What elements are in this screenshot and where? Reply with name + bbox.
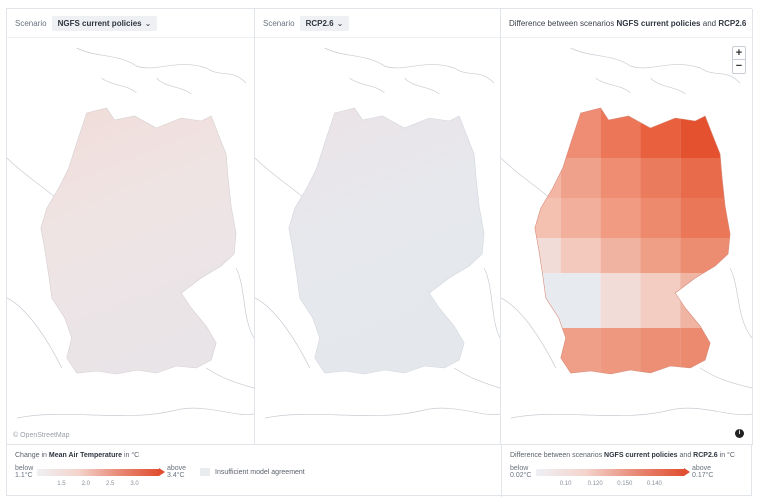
- difference-title-prefix: Difference between scenarios: [509, 18, 615, 28]
- legend-title: Change in Mean Air Temperature in °C: [15, 452, 493, 459]
- legend-below-label: below: [15, 465, 34, 472]
- map-panel-scenario-a: Scenario NGFS current policies ⌄: [7, 9, 255, 444]
- panel-header: Difference between scenarios NGFS curren…: [501, 9, 752, 38]
- insufficient-agreement-label: Insufficient model agreement: [215, 468, 305, 476]
- legend-tick: 1.5: [57, 481, 66, 487]
- ramp-above-arrow: [684, 468, 690, 476]
- legend-unit: in °C: [123, 452, 140, 459]
- legend-ramp-row: below 1.1°C above 3.4°C 1.5 2.0 2.5 3.0 …: [15, 465, 493, 495]
- legend-change: Change in Mean Air Temperature in °C bel…: [7, 444, 501, 497]
- germany-region: [40, 107, 237, 375]
- germany-region: [534, 107, 731, 375]
- legend-tick: 2.0: [81, 481, 90, 487]
- legend-title: Difference between scenarios NGFS curren…: [510, 452, 745, 459]
- scenario-label: Scenario: [263, 18, 295, 28]
- scenario-select-value: NGFS current policies: [57, 18, 142, 28]
- legend-difference: Difference between scenarios NGFS curren…: [501, 444, 753, 497]
- scenario-select[interactable]: RCP2.6 ⌄: [299, 15, 350, 31]
- scenario-select-value: RCP2.6: [305, 18, 334, 28]
- legend-above-value: 3.4°C: [167, 472, 185, 479]
- germany-region: [288, 107, 485, 375]
- scenario-select[interactable]: NGFS current policies ⌄: [51, 15, 158, 31]
- insufficient-agreement-swatch: [200, 468, 210, 476]
- panel-header: Scenario RCP2.6 ⌄: [255, 9, 500, 38]
- germany-map: [7, 47, 254, 419]
- difference-scenario-b: RCP2.6: [718, 18, 747, 28]
- difference-joiner: and: [702, 18, 717, 28]
- color-ramp: [37, 469, 159, 476]
- app-frame: Scenario NGFS current policies ⌄: [6, 8, 753, 497]
- difference-title: Difference between scenarios NGFS curren…: [509, 19, 746, 28]
- zoom-control: + −: [732, 46, 746, 74]
- map-view[interactable]: [7, 38, 254, 444]
- zoom-in-button[interactable]: +: [733, 47, 745, 60]
- legend-below-value: 1.1°C: [15, 472, 33, 479]
- legend-above: above 0.17°C: [692, 465, 713, 479]
- germany-map: [501, 47, 752, 419]
- scenario-label: Scenario: [15, 18, 47, 28]
- map-panel-difference: Difference between scenarios NGFS curren…: [501, 9, 753, 444]
- legend-tick: 0.120: [587, 481, 603, 487]
- legend-joiner: and: [679, 452, 692, 459]
- difference-grid: [534, 108, 731, 374]
- info-icon[interactable]: i: [735, 429, 744, 438]
- legend-tick: 0.10: [559, 481, 572, 487]
- legend-title-prefix: Difference between scenarios: [510, 452, 603, 459]
- map-attribution[interactable]: © OpenStreetMap: [13, 432, 70, 439]
- legend-above-label: above: [692, 465, 712, 472]
- chevron-down-icon: ⌄: [144, 18, 152, 28]
- insufficient-agreement-key: Insufficient model agreement: [200, 468, 305, 476]
- legend-ramp-row: below 0.02°C above 0.17°C 0.10 0.120 0.1…: [510, 465, 745, 495]
- legend-tick: 3.0: [130, 481, 139, 487]
- legend-title-prefix: Change in: [15, 452, 47, 459]
- legend-variable: Mean Air Temperature: [48, 452, 123, 459]
- legend-scenario-a: NGFS current policies: [604, 452, 678, 459]
- legend-tick: 0.140: [646, 481, 662, 487]
- germany-map: [255, 47, 500, 419]
- legend-above-value: 0.17°C: [692, 472, 714, 479]
- neighbour-borders: [501, 47, 752, 419]
- map-view[interactable]: [255, 38, 500, 444]
- neighbour-borders: [255, 47, 500, 419]
- difference-scenario-a: NGFS current policies: [616, 18, 701, 28]
- legend-below: below 0.02°C: [510, 465, 531, 479]
- map-panel-scenario-b: Scenario RCP2.6 ⌄: [255, 9, 501, 444]
- ramp-above-arrow: [159, 468, 165, 476]
- panel-header: Scenario NGFS current policies ⌄: [7, 9, 254, 38]
- legend-above: above 3.4°C: [167, 465, 186, 479]
- color-ramp: [536, 469, 684, 476]
- legend-unit: in °C: [719, 452, 735, 459]
- chevron-down-icon: ⌄: [336, 18, 344, 28]
- neighbour-borders: [7, 47, 254, 419]
- legend-tick: 2.5: [106, 481, 115, 487]
- legend-below-value: 0.02°C: [510, 472, 532, 479]
- legend-below-label: below: [510, 465, 529, 472]
- zoom-out-button[interactable]: −: [735, 60, 743, 72]
- legend-scenario-b: RCP2.6: [693, 452, 718, 459]
- legend-tick: 0.150: [617, 481, 633, 487]
- legend-below: below 1.1°C: [15, 465, 33, 479]
- map-view[interactable]: [501, 38, 752, 444]
- legend-above-label: above: [167, 465, 187, 472]
